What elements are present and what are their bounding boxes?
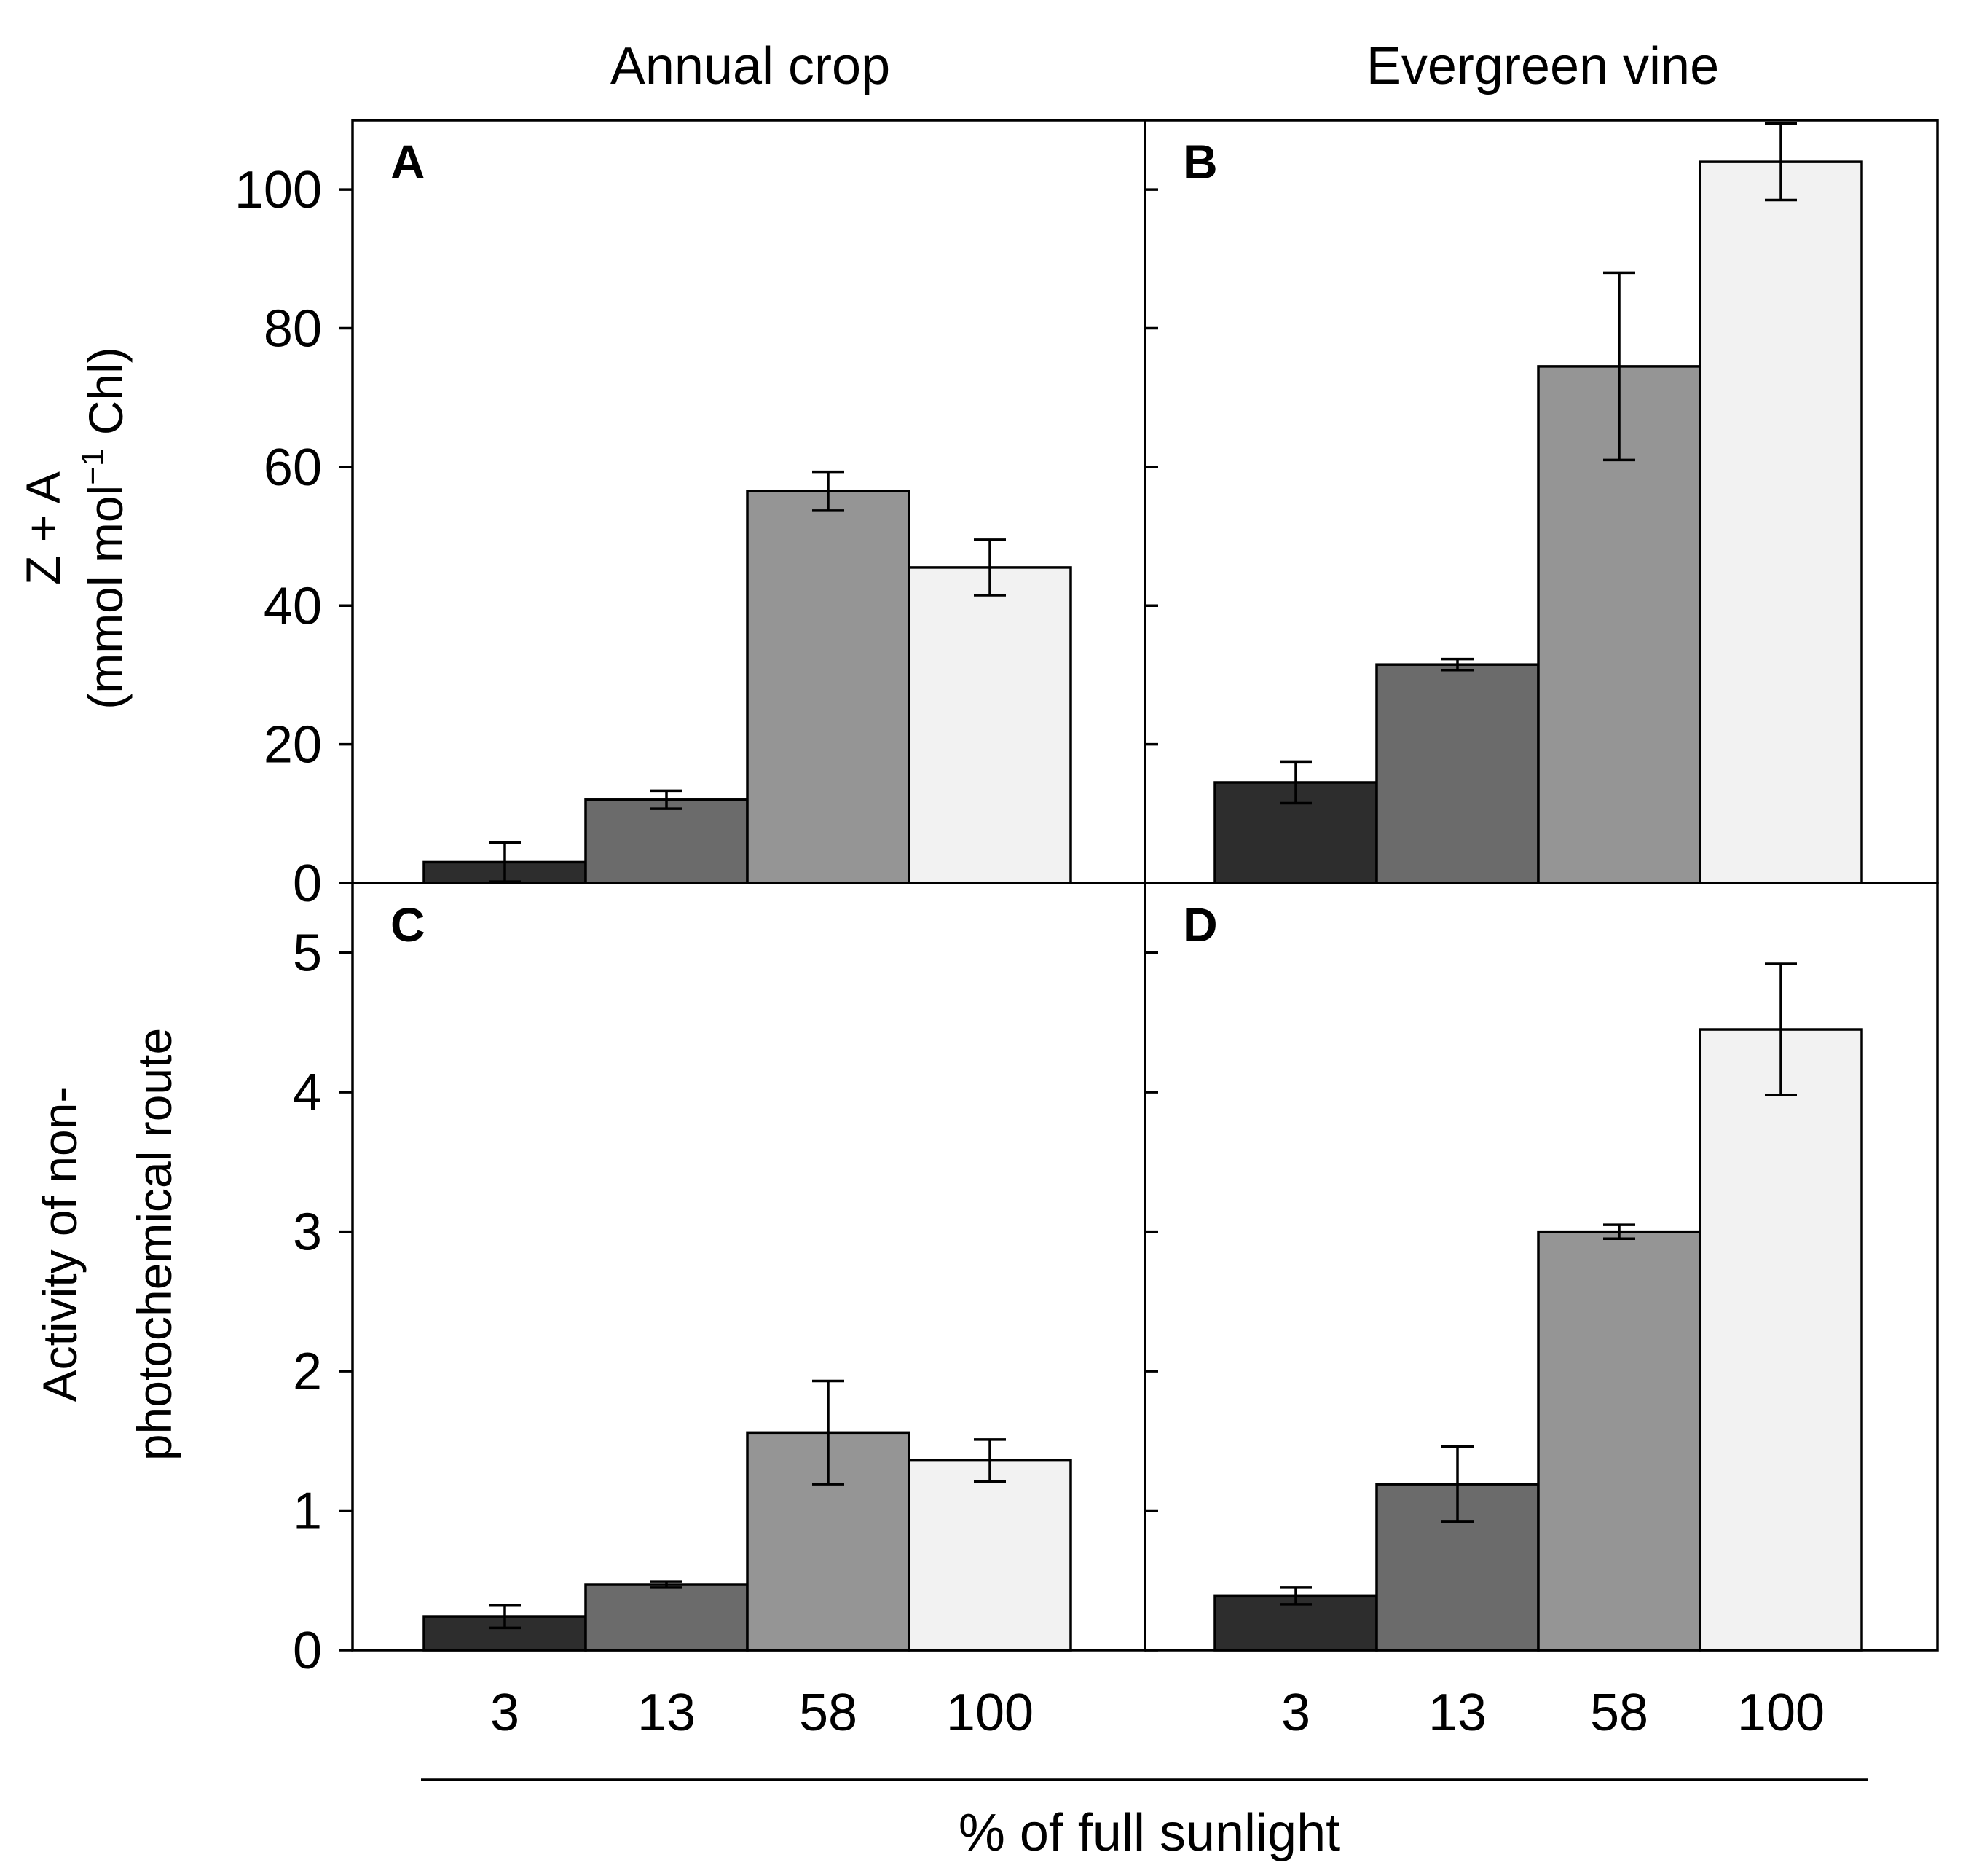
panel-b: B [1144,119,1939,884]
ytick-label-c-3: 3 [293,1204,322,1262]
ytick-label-a-100: 100 [235,161,322,219]
panel-d: D 3 13 58 100 [1144,882,1939,1742]
ytick-label-a-0: 0 [293,855,322,913]
column-title-annual-crop: Annual crop [610,37,890,95]
ytick-label-a-80: 80 [264,300,322,358]
ytick-label-c-2: 2 [293,1343,322,1401]
bar-d-100 [1699,1028,1863,1652]
ytick-label-a-60: 60 [264,439,322,497]
plot-area: 0 20 40 60 80 100 A B 0 1 2 3 4 5 C 3 13 58 100 D 3 13 58 100 [235,119,1939,1742]
bar-b-13 [1375,663,1540,884]
xtick-label-c-100: 100 [946,1684,1034,1742]
xtick-label-d-13: 13 [1428,1684,1487,1742]
bar-c-13 [584,1583,749,1652]
xtick-label-d-100: 100 [1737,1684,1825,1742]
panel-letter-c: C [390,898,425,951]
bottom-ylabel-line2: photochemical route [127,1028,181,1461]
panel-frame-d [1144,882,1939,1652]
ytick-label-a-40: 40 [264,577,322,635]
ytick-label-c-5: 5 [293,925,322,983]
ytick-label-c-4: 4 [293,1064,322,1122]
panel-letter-d: D [1183,898,1218,951]
top-ylabel-sup: −1 [75,449,111,485]
panel-c: 0 1 2 3 4 5 C 3 13 58 100 [293,882,1146,1742]
panel-a: 0 20 40 60 80 100 A [235,119,1146,913]
bar-a-13 [584,798,749,884]
ytick-label-a-20: 20 [264,716,322,774]
x-axis-label: % of full sunlight [959,1804,1340,1862]
bottom-ylabel-line1: Activity of non- [33,1087,87,1402]
top-ylabel-post: Chl) [79,347,133,448]
panel-letter-a: A [390,135,425,189]
xtick-label-c-13: 13 [637,1684,696,1742]
ytick-label-c-0: 0 [293,1622,322,1680]
bar-a-58 [746,490,910,884]
top-ylabel-line2: (mmol mol−1 Chl) [75,347,133,710]
bar-a-100 [908,566,1072,884]
xtick-label-c-3: 3 [490,1684,519,1742]
xtick-label-d-58: 58 [1590,1684,1648,1742]
ytick-label-c-1: 1 [293,1483,322,1541]
xtick-label-c-58: 58 [799,1684,857,1742]
bar-c-100 [908,1459,1072,1652]
top-ylabel-pre: (mmol mol [79,485,133,710]
xtick-label-d-3: 3 [1281,1684,1310,1742]
column-title-evergreen-vine: Evergreen vine [1366,37,1719,95]
bar-b-100 [1699,160,1863,884]
bar-d-58 [1537,1230,1701,1652]
panel-letter-b: B [1183,135,1218,189]
top-ylabel-line1: Z + A [16,471,70,585]
